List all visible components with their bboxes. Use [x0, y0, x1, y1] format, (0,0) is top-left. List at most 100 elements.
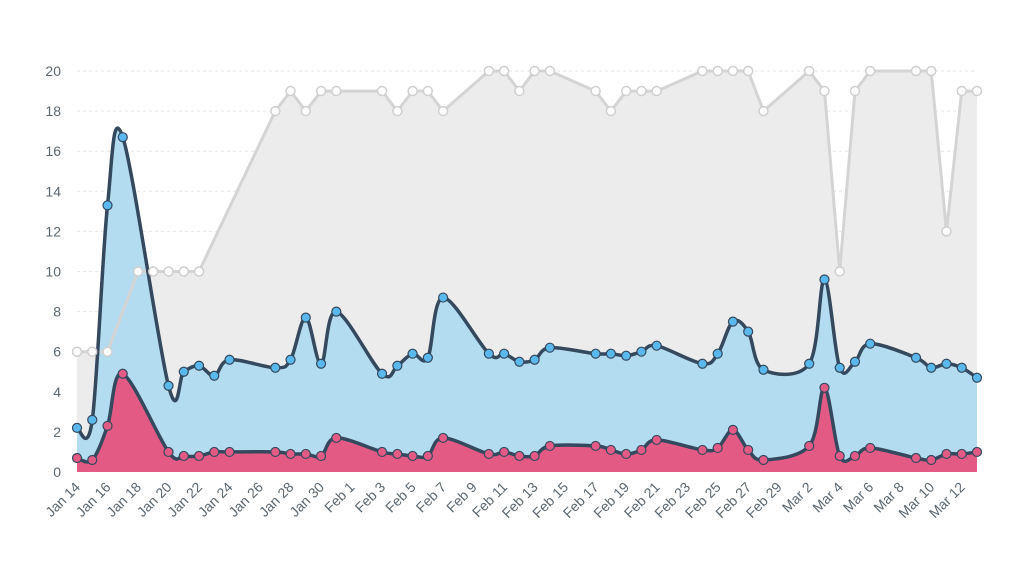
- blue-data-point[interactable]: [438, 292, 449, 303]
- red-data-point[interactable]: [529, 450, 540, 462]
- red-data-point[interactable]: [117, 368, 128, 379]
- red-data-point[interactable]: [819, 382, 830, 393]
- red-data-point[interactable]: [499, 446, 510, 458]
- red-data-point[interactable]: [956, 448, 967, 460]
- gray-data-point[interactable]: [437, 105, 449, 117]
- gray-data-point[interactable]: [315, 85, 327, 97]
- blue-data-point[interactable]: [697, 358, 708, 369]
- red-data-point[interactable]: [87, 454, 98, 466]
- red-data-point[interactable]: [483, 448, 494, 460]
- blue-data-point[interactable]: [514, 356, 525, 367]
- red-data-point[interactable]: [621, 448, 632, 460]
- blue-data-point[interactable]: [819, 274, 830, 285]
- gray-data-point[interactable]: [193, 266, 205, 277]
- gray-data-point[interactable]: [407, 85, 418, 97]
- gray-data-point[interactable]: [849, 85, 861, 97]
- red-data-point[interactable]: [514, 450, 525, 462]
- red-data-point[interactable]: [376, 446, 388, 458]
- gray-data-point[interactable]: [102, 346, 113, 357]
- blue-data-point[interactable]: [804, 358, 815, 369]
- blue-data-point[interactable]: [392, 360, 403, 371]
- red-data-point[interactable]: [285, 448, 296, 460]
- red-data-point[interactable]: [407, 450, 418, 462]
- gray-data-point[interactable]: [697, 65, 708, 77]
- gray-data-point[interactable]: [514, 85, 525, 97]
- blue-data-point[interactable]: [834, 362, 845, 373]
- gray-data-point[interactable]: [590, 85, 601, 97]
- blue-data-point[interactable]: [544, 342, 555, 353]
- blue-data-point[interactable]: [621, 350, 632, 361]
- blue-data-point[interactable]: [407, 348, 418, 359]
- blue-data-point[interactable]: [926, 362, 937, 373]
- blue-data-point[interactable]: [910, 352, 922, 363]
- blue-data-point[interactable]: [483, 348, 494, 359]
- gray-data-point[interactable]: [544, 65, 556, 77]
- red-data-point[interactable]: [71, 452, 83, 464]
- blue-data-point[interactable]: [590, 348, 601, 359]
- red-data-point[interactable]: [758, 454, 769, 466]
- blue-data-point[interactable]: [376, 368, 388, 379]
- red-data-point[interactable]: [422, 450, 433, 462]
- gray-data-point[interactable]: [300, 105, 312, 117]
- blue-data-point[interactable]: [300, 312, 311, 323]
- red-data-point[interactable]: [102, 420, 113, 431]
- red-data-point[interactable]: [315, 450, 327, 462]
- gray-data-point[interactable]: [392, 105, 403, 117]
- red-data-point[interactable]: [849, 450, 861, 462]
- gray-data-point[interactable]: [758, 105, 769, 117]
- red-data-point[interactable]: [590, 440, 601, 452]
- red-data-point[interactable]: [270, 446, 281, 458]
- gray-data-point[interactable]: [971, 85, 983, 97]
- blue-data-point[interactable]: [117, 132, 128, 143]
- blue-data-point[interactable]: [163, 380, 174, 391]
- red-data-point[interactable]: [926, 454, 937, 466]
- blue-data-point[interactable]: [727, 316, 739, 327]
- gray-data-point[interactable]: [620, 85, 632, 97]
- red-data-point[interactable]: [834, 450, 845, 462]
- blue-data-point[interactable]: [331, 306, 342, 317]
- gray-data-point[interactable]: [941, 226, 952, 237]
- red-data-point[interactable]: [544, 440, 555, 452]
- red-data-point[interactable]: [193, 450, 205, 462]
- red-data-point[interactable]: [910, 452, 922, 464]
- blue-data-point[interactable]: [529, 354, 540, 365]
- red-data-point[interactable]: [804, 440, 815, 452]
- blue-data-point[interactable]: [102, 200, 113, 211]
- blue-data-point[interactable]: [224, 354, 235, 365]
- blue-data-point[interactable]: [605, 348, 616, 359]
- blue-data-point[interactable]: [422, 352, 433, 363]
- blue-data-point[interactable]: [209, 370, 220, 381]
- blue-data-point[interactable]: [87, 414, 98, 425]
- gray-data-point[interactable]: [331, 85, 342, 97]
- gray-data-point[interactable]: [819, 85, 830, 97]
- gray-data-point[interactable]: [712, 65, 723, 77]
- gray-data-point[interactable]: [651, 85, 662, 97]
- gray-data-point[interactable]: [864, 65, 876, 77]
- blue-data-point[interactable]: [315, 358, 327, 369]
- red-data-point[interactable]: [209, 446, 220, 458]
- blue-data-point[interactable]: [758, 364, 769, 375]
- blue-data-point[interactable]: [270, 362, 281, 373]
- red-data-point[interactable]: [163, 446, 174, 458]
- gray-data-point[interactable]: [178, 266, 190, 277]
- red-data-point[interactable]: [971, 446, 983, 458]
- red-data-point[interactable]: [636, 444, 647, 456]
- red-data-point[interactable]: [941, 448, 952, 460]
- blue-data-point[interactable]: [865, 338, 876, 349]
- gray-data-point[interactable]: [834, 266, 845, 277]
- red-data-point[interactable]: [651, 434, 662, 446]
- gray-data-point[interactable]: [910, 65, 922, 77]
- gray-data-point[interactable]: [270, 105, 281, 117]
- blue-data-point[interactable]: [971, 372, 983, 383]
- gray-data-point[interactable]: [87, 346, 98, 357]
- blue-data-point[interactable]: [712, 348, 723, 359]
- blue-data-point[interactable]: [193, 360, 205, 371]
- gray-data-point[interactable]: [498, 65, 510, 77]
- blue-data-point[interactable]: [636, 346, 647, 357]
- red-data-point[interactable]: [697, 444, 708, 456]
- red-data-point[interactable]: [224, 446, 235, 458]
- red-data-point[interactable]: [178, 450, 189, 462]
- gray-data-point[interactable]: [132, 266, 144, 277]
- gray-data-point[interactable]: [483, 65, 495, 77]
- red-data-point[interactable]: [712, 442, 723, 454]
